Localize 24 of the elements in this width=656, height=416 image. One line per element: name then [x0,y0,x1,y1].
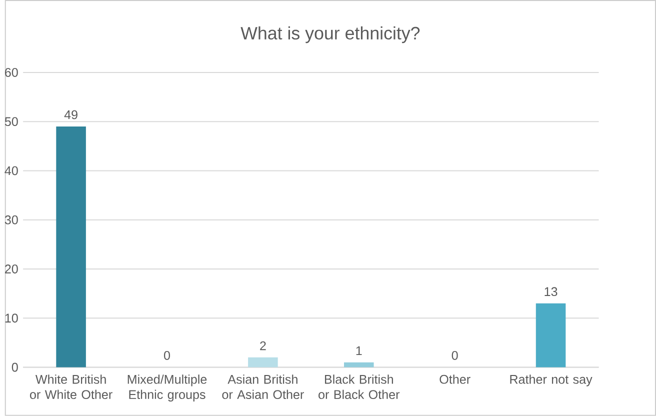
x-tick-label: Asian British or Asian Other [222,374,304,400]
y-tick-label: 0 [12,362,18,372]
x-tick-label: White British or White Other [30,374,112,400]
data-label: 1 [356,346,362,356]
data-label: 49 [64,110,78,120]
bar [56,126,86,368]
bar [536,303,566,368]
x-tick-label: Mixed/Multiple Ethnic groups [128,374,207,402]
data-label: 0 [452,351,458,360]
chart-title: What is your ethnicity? [240,26,420,44]
data-label: 13 [544,287,558,296]
y-tick-label: 40 [4,166,18,176]
data-label: 2 [260,341,266,350]
x-tick-label: Rather not say [510,374,592,386]
y-tick-label: 50 [4,117,18,126]
x-tick-label: Black British or Black Other [318,374,400,400]
data-label: 0 [164,351,170,360]
bar [344,362,374,368]
x-tick-label: Other [440,374,470,384]
y-tick-label: 30 [4,215,18,224]
y-tick-label: 20 [5,264,18,274]
y-tick-label: 60 [5,68,18,77]
bar [248,357,278,368]
y-tick-label: 10 [5,314,18,323]
